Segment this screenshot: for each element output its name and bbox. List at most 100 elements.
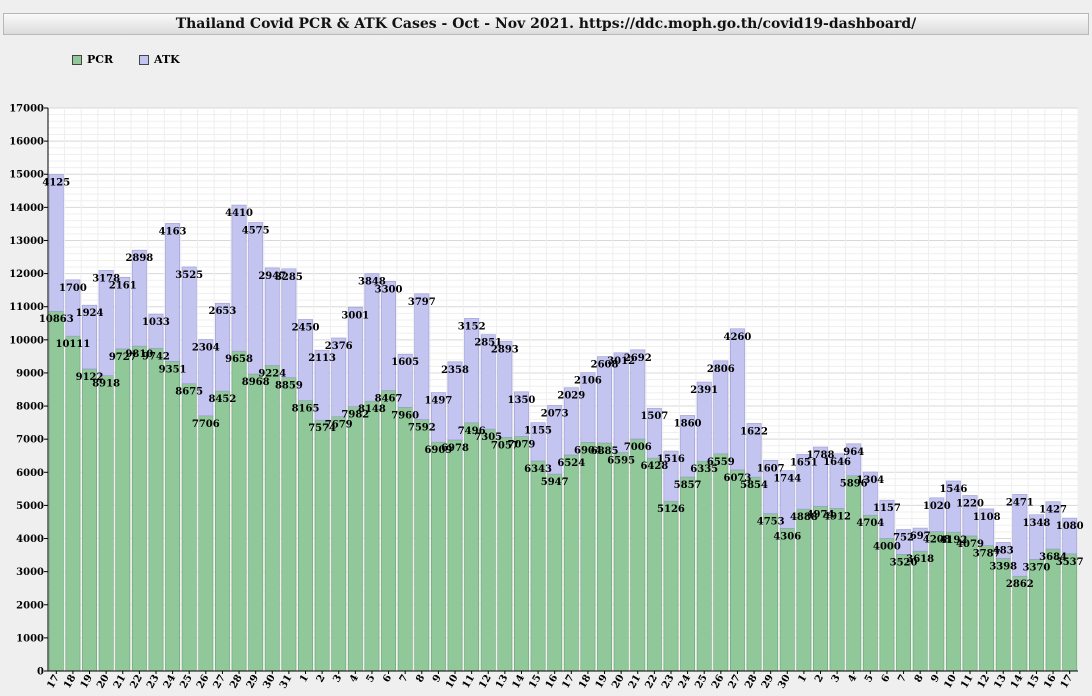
data-label-pcr: 6909 [424,445,452,456]
data-label-pcr: 9351 [159,364,187,375]
bar-pcr [364,400,380,672]
x-tick-label: 20 [95,673,112,691]
data-label-pcr: 6073 [724,473,752,484]
data-label-atk: 1700 [59,283,87,294]
data-label-atk: 3797 [408,297,436,308]
bar-atk [1062,517,1078,555]
data-label-pcr: 6428 [640,461,668,472]
data-label-pcr: 5947 [541,477,569,488]
data-label-pcr: 3787 [973,549,1001,560]
data-label-atk: 1546 [939,484,967,495]
data-label-atk: 2304 [192,342,220,353]
bar-pcr [347,406,363,672]
data-label-pcr: 8452 [209,394,237,405]
bar-atk [131,249,147,347]
x-tick-label: 31 [278,673,294,691]
data-label-pcr: 2862 [1006,579,1034,590]
bar-pcr [613,452,629,672]
bar-pcr [547,473,563,672]
x-tick-label: 17 [560,673,577,691]
x-tick-label: 7 [896,673,909,685]
y-tick-label: 13000 [9,236,44,247]
data-label-pcr: 9658 [225,354,253,365]
bar-atk [514,391,529,437]
data-label-pcr: 7574 [308,423,336,434]
bar-pcr [862,514,878,672]
chart-title: Thailand Covid PCR & ATK Cases - Oct - N… [3,13,1089,35]
bar-atk [347,306,363,407]
bar-atk [979,508,995,546]
x-tick-label: 30 [261,673,278,691]
bar-atk [813,446,828,507]
bar-atk [65,279,81,337]
data-label-pcr: 4753 [757,517,785,528]
bar-pcr [82,368,97,672]
data-label-pcr: 6559 [707,457,735,468]
data-label-pcr: 3684 [1039,552,1067,563]
x-tick-label: 1 [298,673,311,685]
bar-atk [779,470,795,529]
x-tick-label: 18 [62,673,79,691]
bar-pcr [165,361,181,672]
data-label-atk: 1607 [757,463,785,474]
bar-pcr [331,416,347,672]
x-tick-label: 6 [880,673,893,685]
x-tick-label: 30 [776,673,793,691]
bar-pcr [646,457,662,672]
bar-pcr [1029,559,1044,672]
data-label-pcr: 7592 [408,423,436,434]
data-label-pcr: 3370 [1023,562,1051,573]
bar-atk [896,529,912,555]
data-label-pcr: 4192 [939,535,967,546]
bar-atk [696,381,712,462]
y-tick-label: 1000 [16,633,44,644]
bar-pcr [131,345,147,672]
data-label-atk: 1788 [807,450,835,461]
y-tick-label: 10000 [9,335,44,346]
bar-pcr [729,469,745,672]
bar-atk [962,495,978,537]
bar-pcr [696,460,712,672]
bar-atk [713,360,729,455]
x-tick-label: 1 [796,673,809,685]
bar-atk [547,405,563,475]
legend-item-pcr: PCR [72,53,113,66]
bar-atk [763,460,779,514]
y-tick-label: 12000 [9,269,44,280]
data-label-atk: 3178 [92,273,120,284]
data-label-atk: 1157 [873,503,901,514]
bar-pcr [995,558,1011,672]
bar-atk [1045,501,1061,550]
data-label-pcr: 7079 [508,440,536,451]
y-tick-label: 7000 [16,435,44,446]
bar-atk [397,353,413,408]
x-tick-label: 16 [544,673,561,691]
x-tick-label: 15 [527,673,544,691]
data-label-pcr: 6343 [524,464,552,475]
data-label-atk: 2898 [125,253,153,264]
x-tick-label: 20 [610,673,627,691]
data-label-atk: 1516 [657,454,685,465]
bar-pcr [846,475,862,672]
bar-atk [414,293,430,420]
bar-atk [729,328,745,471]
bar-atk [646,407,662,459]
data-label-atk: 1605 [391,357,419,368]
bar-pcr [912,550,928,672]
data-label-pcr: 5857 [674,480,702,491]
x-tick-label: 23 [145,673,162,691]
data-label-atk: 2450 [292,322,320,333]
data-label-pcr: 6978 [441,443,469,454]
data-label-pcr: 4704 [856,518,884,529]
bar-atk [264,267,280,366]
x-tick-label: 5 [863,673,876,685]
bar-pcr [148,348,164,672]
data-label-pcr: 5896 [840,479,868,490]
x-tick-label: 3 [331,673,344,685]
bar-pcr [497,436,513,672]
x-tick-label: 28 [228,673,245,691]
bar-pcr [663,500,679,672]
data-label-pcr: 3520 [890,557,918,568]
data-label-pcr: 4912 [823,511,851,522]
legend-item-atk: ATK [139,53,180,66]
